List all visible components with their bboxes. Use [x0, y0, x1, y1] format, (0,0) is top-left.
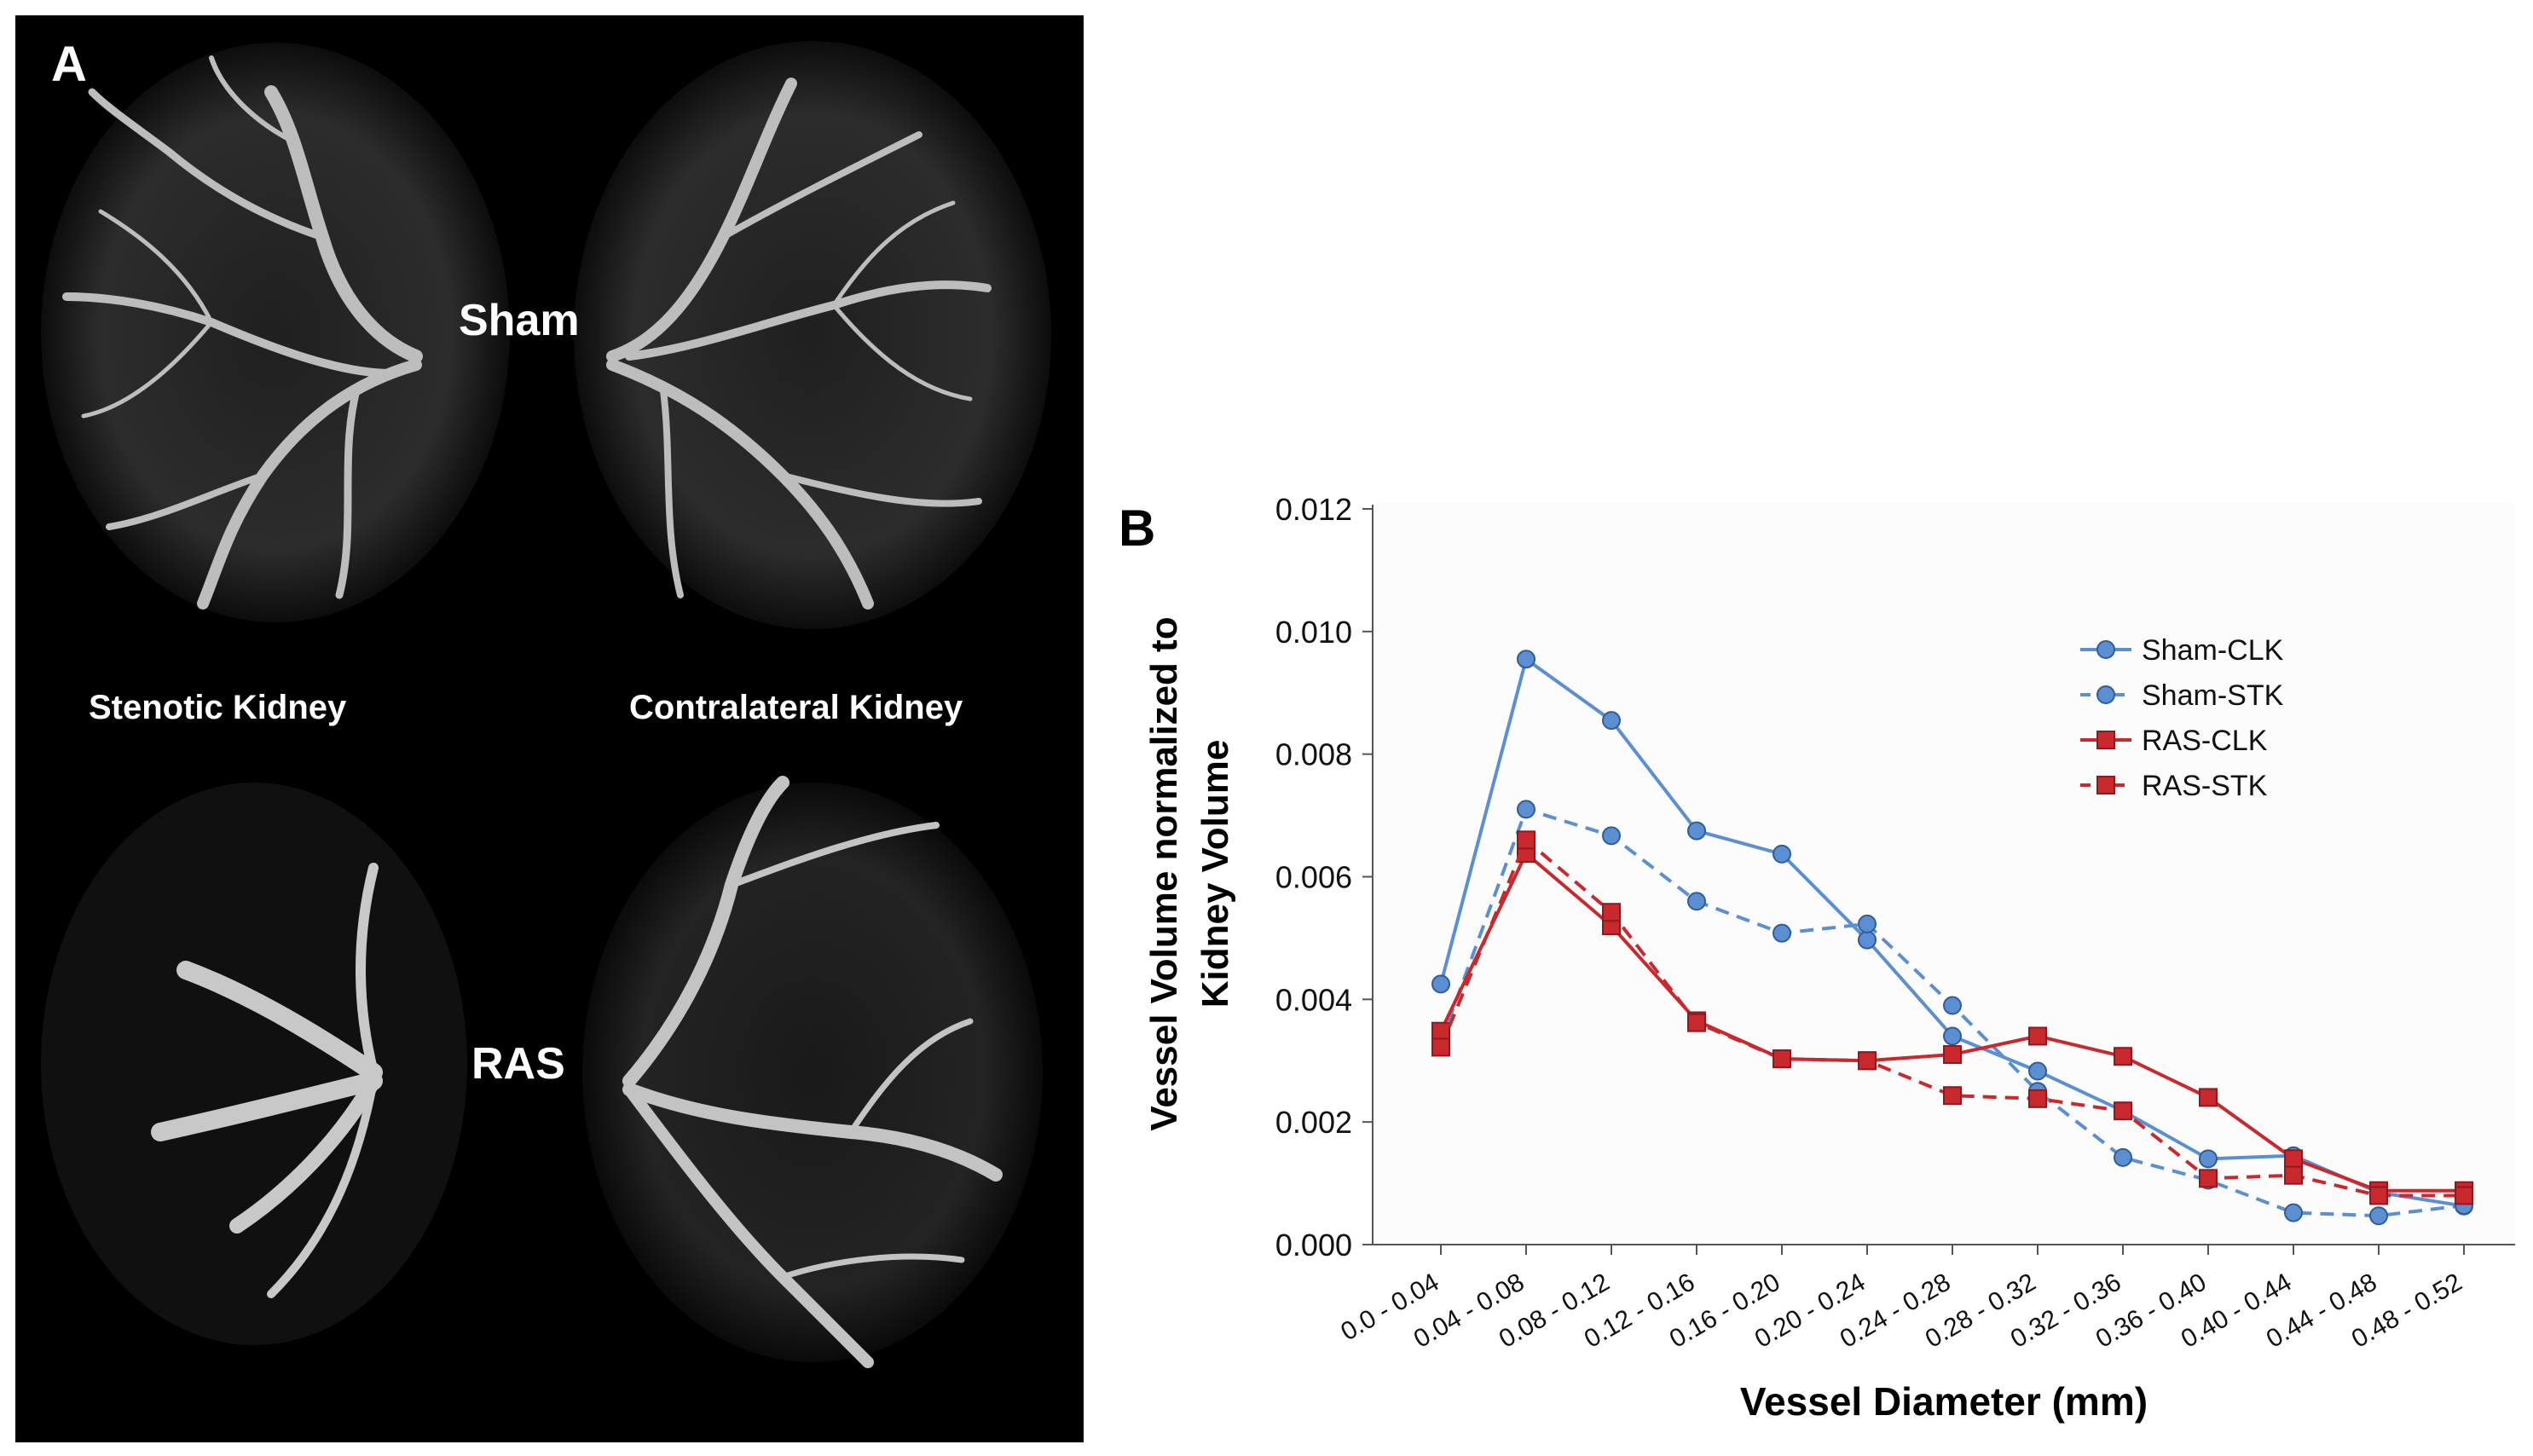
ras-label: RAS [471, 1039, 565, 1089]
legend-label: Sham-STK [2142, 679, 2284, 712]
data-point-ras-stk [2284, 1165, 2303, 1185]
data-point-sham-clk [1602, 711, 1621, 731]
data-point-ras-clk [2199, 1088, 2218, 1107]
y-axis-title-line-1: Vessel Volume normalized to [1143, 616, 1185, 1130]
data-point-sham-clk [1773, 844, 1791, 864]
data-point-ras-stk [1858, 1051, 1877, 1071]
panel-b-chart: 0.000 0.002 0.004 0.006 0.008 0.010 0.012 0.0 -… [1100, 0, 2533, 1456]
legend-entry-ras-stk: RAS-STK [2080, 770, 2268, 802]
data-point-sham-clk [2028, 1061, 2047, 1081]
sham-label: Sham [459, 296, 580, 345]
data-point-sham-stk [1943, 996, 1962, 1015]
data-point-sham-clk [1431, 974, 1450, 994]
panel-a-angiography: A Sham RAS Stenotic Kidney Contralateral… [15, 15, 1084, 1442]
legend-entry-sham-clk: Sham-CLK [2080, 634, 2284, 667]
legend-entry-ras-clk: RAS-CLK [2080, 725, 2268, 757]
legend-swatch-marker [2096, 640, 2115, 659]
data-point-ras-stk [1517, 830, 1535, 850]
y-tick-label: 0.010 [1275, 615, 1352, 650]
stenotic-kidney-label: Stenotic Kidney [89, 689, 347, 726]
data-point-ras-clk [2028, 1026, 2047, 1046]
y-tick-label: 0.000 [1275, 1228, 1352, 1262]
data-point-sham-stk [1687, 892, 1706, 911]
legend-label: Sham-CLK [2142, 634, 2284, 667]
panel-b-label: B [1119, 500, 1155, 557]
y-tick-label: 0.002 [1275, 1105, 1352, 1140]
data-point-ras-stk [2199, 1169, 2218, 1188]
data-point-sham-stk [1773, 923, 1791, 943]
data-point-ras-stk [1687, 1013, 1706, 1032]
legend-label: RAS-STK [2142, 770, 2268, 802]
legend-entry-sham-stk: Sham-STK [2080, 679, 2284, 712]
data-point-ras-clk [1943, 1045, 1962, 1065]
y-tick-label: 0.012 [1275, 492, 1352, 527]
x-axis-title: Vessel Diameter (mm) [1740, 1379, 2148, 1424]
data-point-ras-stk [1943, 1086, 1962, 1106]
data-point-ras-stk [2028, 1089, 2047, 1108]
ras-stenotic-kidney-image [41, 783, 467, 1345]
series-ras-stk [1431, 830, 2473, 1205]
data-point-ras-stk [2114, 1101, 2132, 1121]
ras-contralateral-kidney-image [582, 776, 1043, 1368]
data-point-ras-clk [1431, 1021, 1450, 1041]
sham-contralateral-kidney-image [574, 41, 1051, 629]
data-point-ras-stk [1431, 1037, 1450, 1057]
data-point-sham-clk [1943, 1026, 1962, 1046]
y-tick-label: 0.006 [1275, 860, 1352, 895]
y-axis-title-line-2: Kidney Volume [1194, 740, 1236, 1008]
data-point-sham-stk [1602, 826, 1621, 846]
data-point-sham-clk [1858, 930, 1877, 950]
data-point-sham-stk [2284, 1203, 2303, 1222]
data-point-ras-stk [2455, 1186, 2473, 1205]
plot-area [1373, 503, 2515, 1245]
panel-a-label: A [51, 37, 87, 92]
data-point-ras-stk [1773, 1049, 1791, 1069]
data-point-sham-clk [1687, 821, 1706, 841]
y-tick-label: 0.008 [1275, 737, 1352, 772]
sham-stenotic-kidney-image [41, 43, 510, 622]
data-point-sham-stk [1517, 800, 1535, 819]
data-point-ras-stk [2369, 1186, 2388, 1205]
data-point-ras-clk [2114, 1047, 2132, 1066]
data-point-ras-clk [2284, 1149, 2303, 1169]
data-point-sham-stk [2369, 1206, 2388, 1226]
data-point-sham-stk [2114, 1147, 2132, 1167]
y-tick-label: 0.004 [1275, 982, 1352, 1017]
legend-label: RAS-CLK [2142, 725, 2268, 757]
data-point-ras-stk [1602, 903, 1621, 922]
legend-swatch-marker [2096, 685, 2115, 704]
contralateral-kidney-label: Contralateral Kidney [629, 689, 963, 726]
legend-swatch-marker [2096, 731, 2115, 749]
data-point-sham-clk [2199, 1149, 2218, 1169]
kidney-renderings [41, 41, 1051, 1368]
data-point-sham-stk [1858, 914, 1877, 933]
data-point-sham-clk [1517, 650, 1535, 669]
legend-swatch-marker [2096, 776, 2115, 794]
